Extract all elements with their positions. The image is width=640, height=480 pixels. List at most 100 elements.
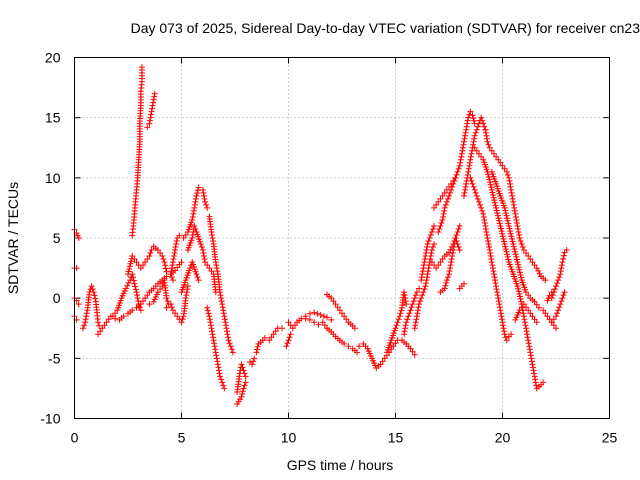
data-point bbox=[201, 256, 208, 263]
series-an bbox=[482, 126, 549, 284]
data-point bbox=[191, 222, 198, 229]
data-point bbox=[521, 316, 528, 323]
data-point bbox=[425, 238, 432, 245]
data-point bbox=[475, 150, 482, 157]
data-point bbox=[144, 256, 151, 263]
data-point bbox=[83, 310, 90, 317]
data-point bbox=[494, 292, 501, 299]
data-point bbox=[444, 195, 451, 202]
data-point bbox=[403, 319, 410, 326]
data-point bbox=[460, 280, 467, 287]
data-point bbox=[159, 253, 166, 260]
data-point bbox=[431, 222, 438, 229]
data-point bbox=[551, 286, 558, 293]
data-point bbox=[493, 204, 500, 211]
data-point bbox=[135, 301, 142, 308]
data-point bbox=[471, 186, 478, 193]
series-am bbox=[471, 144, 547, 392]
data-point bbox=[319, 319, 326, 326]
data-point bbox=[287, 331, 294, 338]
data-point bbox=[204, 262, 211, 269]
data-point bbox=[515, 288, 522, 295]
data-point bbox=[88, 283, 95, 290]
data-point bbox=[502, 243, 509, 250]
data-point bbox=[213, 262, 220, 269]
data-point bbox=[92, 295, 99, 302]
data-point bbox=[254, 346, 261, 353]
data-point bbox=[169, 262, 176, 269]
data-point bbox=[184, 286, 191, 293]
data-point bbox=[518, 274, 525, 281]
data-point bbox=[473, 192, 480, 199]
data-point bbox=[529, 361, 536, 368]
data-point bbox=[433, 201, 440, 208]
series-ar bbox=[548, 289, 568, 326]
data-point bbox=[449, 253, 456, 260]
series-g bbox=[110, 271, 144, 320]
data-point bbox=[419, 292, 426, 299]
data-point bbox=[129, 307, 136, 314]
data-point bbox=[441, 285, 448, 292]
data-point bbox=[480, 120, 487, 127]
data-point bbox=[500, 322, 507, 329]
data-point bbox=[527, 352, 534, 359]
data-point bbox=[429, 244, 436, 251]
data-point bbox=[502, 210, 509, 217]
data-point bbox=[272, 328, 279, 335]
data-point bbox=[206, 313, 213, 320]
data-point bbox=[413, 313, 420, 320]
data-point bbox=[207, 322, 214, 329]
data-point bbox=[328, 316, 335, 323]
series-i bbox=[144, 90, 158, 131]
data-point bbox=[219, 301, 226, 308]
data-point bbox=[146, 120, 153, 127]
data-point bbox=[420, 289, 427, 296]
data-point bbox=[468, 177, 475, 184]
data-point bbox=[321, 322, 328, 329]
data-point bbox=[516, 231, 523, 238]
data-point bbox=[164, 298, 171, 305]
data-point bbox=[514, 259, 521, 266]
data-point bbox=[406, 310, 413, 317]
data-point bbox=[493, 286, 500, 293]
data-point bbox=[236, 373, 243, 380]
data-point bbox=[514, 283, 521, 290]
data-point bbox=[82, 319, 89, 326]
data-point bbox=[498, 228, 505, 235]
data-point bbox=[466, 159, 473, 166]
data-point bbox=[170, 256, 177, 263]
data-point bbox=[482, 129, 489, 136]
data-point bbox=[540, 379, 547, 386]
data-point bbox=[253, 349, 260, 356]
data-point bbox=[401, 331, 408, 338]
data-point bbox=[412, 322, 419, 329]
data-point bbox=[499, 162, 506, 169]
data-point bbox=[525, 340, 532, 347]
data-point bbox=[286, 334, 293, 341]
data-point bbox=[523, 289, 530, 296]
data-point bbox=[239, 388, 246, 395]
data-point bbox=[184, 283, 191, 290]
data-point bbox=[506, 177, 513, 184]
data-point bbox=[524, 331, 531, 338]
data-point bbox=[203, 201, 210, 208]
data-point bbox=[187, 265, 194, 272]
data-point bbox=[150, 96, 157, 103]
data-point bbox=[131, 256, 138, 263]
data-point bbox=[214, 361, 221, 368]
data-point bbox=[509, 192, 516, 199]
series-ae bbox=[418, 222, 438, 284]
data-point bbox=[172, 247, 179, 254]
data-point bbox=[443, 198, 450, 205]
data-point bbox=[218, 298, 225, 305]
data-point bbox=[133, 289, 140, 296]
series-as bbox=[544, 289, 555, 304]
data-point bbox=[437, 195, 444, 202]
data-point bbox=[200, 250, 207, 257]
data-point bbox=[148, 111, 155, 118]
data-point bbox=[504, 215, 511, 222]
data-point bbox=[448, 256, 455, 263]
data-point bbox=[441, 207, 448, 214]
data-point bbox=[302, 313, 309, 320]
data-point bbox=[190, 210, 197, 217]
